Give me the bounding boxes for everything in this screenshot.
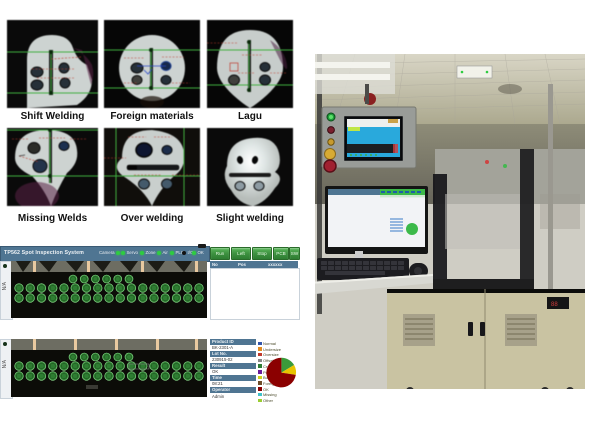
svg-text:88: 88 [551, 302, 558, 308]
